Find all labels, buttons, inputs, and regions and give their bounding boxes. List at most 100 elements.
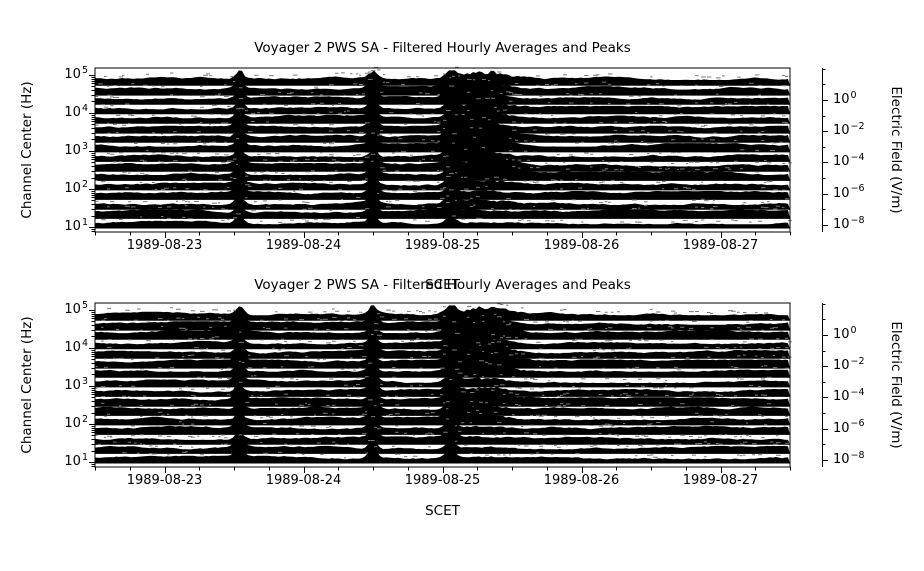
tick-mantissa: 10 [833,358,850,374]
y-tick-label: 101 [40,452,88,471]
y-tick-label: 103 [40,140,88,160]
tick-mantissa: 10 [64,377,81,393]
right-axis [822,68,828,232]
channel-band [95,448,790,464]
channel-band [95,99,790,115]
channel-band [95,305,790,321]
tick-mantissa: 10 [833,92,850,108]
tick-mantissa: 10 [64,66,81,82]
x-tick-label: 1989-08-23 [126,473,203,488]
tick-exponent: 4 [81,337,88,349]
channel-band [95,175,790,191]
peak-marks [95,302,792,459]
axis-ticks [89,75,791,238]
panel1-left-axis-label: Channel Center (Hz) [19,81,35,219]
x-tick-label: 1989-08-23 [126,238,203,253]
channel-band [95,429,790,445]
tick-exponent: −6 [850,183,865,195]
channel-band [95,203,790,219]
tick-exponent: 1 [81,216,88,228]
tick-mantissa: 10 [833,451,850,467]
channel-band [95,70,790,86]
x-tick-label: 1989-08-24 [265,473,342,488]
tick-mantissa: 10 [64,142,81,158]
panel2-left-axis-label: Channel Center (Hz) [19,316,35,454]
tick-mantissa: 10 [833,216,850,232]
y-tick-label: 103 [40,375,88,395]
channel-band [95,118,790,134]
tick-exponent: 5 [81,299,88,311]
x-tick-label: 1989-08-27 [682,473,759,488]
channel-band [95,353,790,369]
right-tick-label: 10−6 [833,183,888,203]
right-tick-label: 10−8 [833,449,888,469]
x-tick-label: 1989-08-26 [543,238,620,253]
right-tick-label: 100 [833,89,888,109]
x-tick-label: 1989-08-25 [404,473,481,488]
x-tick-label: 1989-08-27 [682,238,759,253]
right-tick-label: 10−4 [833,153,888,171]
peak-marks [95,66,792,223]
right-tick-label: 10−4 [833,388,888,406]
tick-exponent: −6 [850,418,865,430]
channel-band [95,108,790,124]
y-tick-label: 101 [40,216,88,236]
axes-frame [94,302,791,468]
channel-band [95,80,790,96]
tick-exponent: 4 [81,102,88,114]
tick-mantissa: 10 [833,185,850,201]
channel-band [95,333,790,350]
tick-exponent: 3 [81,375,88,387]
channel-band [95,194,790,210]
channel-band [95,438,790,454]
panel1-title: Voyager 2 PWS SA - Filtered Hourly Avera… [254,40,631,56]
channel-band [95,410,790,426]
channel-band [95,146,790,162]
channel-band [95,324,790,340]
tick-exponent: −4 [850,152,865,164]
channel-band [95,419,790,435]
tick-exponent: −2 [850,120,865,132]
y-tick-label: 105 [40,299,88,319]
tick-mantissa: 10 [64,454,81,470]
channel-band [95,362,790,378]
panel2-right-axis-label: Electric Field (V/m) [888,321,904,449]
channel-band [95,165,790,181]
tick-exponent: −8 [850,449,865,461]
panel2-xlabel: SCET [425,503,460,519]
axes-frame [94,67,791,233]
channel-band [95,372,790,388]
panel1-right-axis-label: Electric Field (V/m) [888,86,904,214]
tick-exponent: 2 [81,178,88,190]
tick-exponent: −8 [850,214,865,226]
channel-band [95,400,790,416]
tick-exponent: 0 [850,89,857,101]
channel-band [95,89,790,105]
channel-band [95,343,790,359]
y-tick-label: 102 [40,414,88,433]
y-tick-label: 104 [40,337,88,357]
right-axis [822,303,828,467]
right-tick-label: 10−8 [833,214,888,234]
channel-band [95,127,790,143]
tick-exponent: 3 [81,140,88,152]
tick-mantissa: 10 [64,181,81,196]
axis-ticks [89,310,791,473]
tick-mantissa: 10 [64,104,81,120]
x-tick-label: 1989-08-25 [404,238,481,253]
tick-mantissa: 10 [833,389,850,405]
tick-mantissa: 10 [833,327,850,343]
x-tick-label: 1989-08-26 [543,473,620,488]
right-tick-label: 10−6 [833,418,888,438]
tick-mantissa: 10 [64,339,81,355]
y-tick-label: 105 [40,64,88,84]
channel-band [95,391,790,407]
tick-exponent: 5 [81,64,88,76]
tick-exponent: −4 [850,387,865,399]
tick-mantissa: 10 [64,219,81,235]
tick-mantissa: 10 [64,301,81,317]
tick-mantissa: 10 [833,123,850,139]
channel-band [95,214,790,229]
